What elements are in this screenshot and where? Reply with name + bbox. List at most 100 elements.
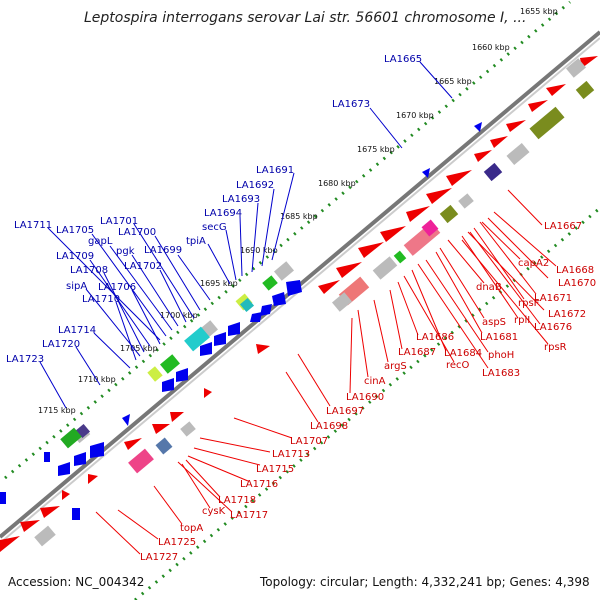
cog-box-gray[interactable] — [274, 261, 294, 281]
forward-gene-arrow[interactable] — [122, 414, 130, 426]
gene-label-LA1713[interactable]: LA1713 — [272, 449, 310, 460]
gene-label-LA1698[interactable]: LA1698 — [310, 421, 348, 432]
gene-label-LA1708[interactable]: LA1708 — [70, 265, 108, 276]
forward-gene-arrow[interactable] — [272, 292, 286, 306]
gene-label-LA1681[interactable]: LA1681 — [480, 332, 518, 343]
reverse-gene-arrow[interactable] — [546, 84, 566, 96]
gene-label-LA1668[interactable]: LA1668 — [556, 265, 594, 276]
forward-gene-arrow[interactable] — [214, 332, 226, 346]
gene-label-cinA[interactable]: cinA — [364, 376, 386, 387]
forward-gene-box[interactable] — [0, 492, 6, 504]
forward-gene-arrow[interactable] — [228, 322, 240, 336]
gene-label-rplI[interactable]: rplI — [514, 315, 530, 326]
cog-box-cyan[interactable] — [239, 297, 255, 313]
cog-box-green[interactable] — [60, 427, 82, 449]
gene-label-dnaB[interactable]: dnaB — [476, 282, 502, 293]
cog-box-gray[interactable] — [332, 292, 352, 312]
forward-gene-arrow[interactable] — [90, 442, 104, 458]
forward-gene-arrow[interactable] — [422, 168, 430, 178]
gene-label-sipA[interactable]: sipA — [66, 281, 87, 292]
reverse-gene-arrow[interactable] — [0, 536, 20, 552]
gene-label-LA1686[interactable]: LA1686 — [416, 332, 454, 343]
gene-label-LA1702[interactable]: LA1702 — [124, 261, 162, 272]
cog-box-magenta[interactable] — [421, 219, 439, 237]
reverse-gene-arrow[interactable] — [528, 100, 548, 112]
cog-box-pink[interactable] — [128, 448, 154, 474]
gene-label-aspS[interactable]: aspS — [482, 317, 506, 328]
forward-gene-box[interactable] — [44, 452, 50, 462]
gene-label-LA1723[interactable]: LA1723 — [6, 354, 44, 365]
reverse-gene-arrow[interactable] — [124, 438, 142, 450]
forward-gene-arrow[interactable] — [260, 304, 272, 316]
forward-gene-arrow[interactable] — [162, 378, 174, 392]
gene-label-LA1691[interactable]: LA1691 — [256, 165, 294, 176]
gene-label-phoH[interactable]: phoH — [488, 350, 514, 361]
gene-label-LA1716[interactable]: LA1716 — [240, 479, 278, 490]
cog-box-gray[interactable] — [180, 421, 196, 437]
cog-box-olive[interactable] — [575, 80, 595, 100]
cog-box-olive[interactable] — [529, 106, 565, 140]
gene-label-LA1720[interactable]: LA1720 — [42, 339, 80, 350]
reverse-gene-box[interactable] — [72, 508, 80, 520]
forward-gene-arrow[interactable] — [58, 462, 70, 476]
reverse-gene-arrow[interactable] — [170, 412, 184, 422]
gene-label-LA1667[interactable]: LA1667 — [544, 221, 582, 232]
gene-label-LA1701[interactable]: LA1701 — [100, 216, 138, 227]
gene-label-tpiA[interactable]: tpiA — [186, 236, 206, 247]
reverse-gene-arrow[interactable] — [506, 120, 526, 132]
reverse-gene-arrow[interactable] — [204, 388, 212, 398]
gene-label-LA1683[interactable]: LA1683 — [482, 368, 520, 379]
forward-gene-arrow[interactable] — [286, 280, 302, 296]
reverse-gene-arrow[interactable] — [490, 136, 508, 148]
gene-label-LA1699[interactable]: LA1699 — [144, 245, 182, 256]
gene-label-LA1705[interactable]: LA1705 — [56, 225, 94, 236]
cog-box-gray[interactable] — [506, 142, 530, 166]
gene-label-topA[interactable]: topA — [180, 523, 203, 534]
gene-label-LA1665[interactable]: LA1665 — [384, 54, 422, 65]
cog-box-olive[interactable] — [439, 204, 459, 224]
reverse-gene-arrow[interactable] — [88, 474, 98, 484]
reverse-gene-arrow[interactable] — [426, 188, 452, 204]
gene-label-cysK[interactable]: cysK — [202, 506, 226, 517]
gene-label-LA1711[interactable]: LA1711 — [14, 220, 52, 231]
reverse-gene-arrow[interactable] — [446, 170, 472, 186]
gene-label-LA1700[interactable]: LA1700 — [118, 227, 156, 238]
reverse-gene-arrow[interactable] — [256, 344, 270, 354]
gene-label-LA1676[interactable]: LA1676 — [534, 322, 572, 333]
reverse-gene-arrow[interactable] — [406, 206, 430, 222]
gene-label-LA1693[interactable]: LA1693 — [222, 194, 260, 205]
gene-label-LA1672[interactable]: LA1672 — [548, 309, 586, 320]
cog-box-cyan[interactable] — [184, 326, 210, 352]
cog-box-gray[interactable] — [372, 256, 398, 280]
forward-gene-arrow[interactable] — [200, 342, 212, 356]
cog-box-purple[interactable] — [483, 162, 503, 182]
gene-label-LA1709[interactable]: LA1709 — [56, 251, 94, 262]
reverse-gene-arrow[interactable] — [318, 280, 340, 294]
forward-gene-arrow[interactable] — [474, 122, 482, 132]
forward-gene-arrow[interactable] — [176, 368, 188, 382]
cog-box-green[interactable] — [160, 354, 180, 374]
forward-gene-arrow[interactable] — [74, 452, 86, 466]
cog-box-steel[interactable] — [155, 437, 173, 455]
gene-label-LA1694[interactable]: LA1694 — [204, 208, 242, 219]
gene-label-LA1727[interactable]: LA1727 — [140, 552, 178, 563]
gene-label-LA1707[interactable]: LA1707 — [290, 436, 328, 447]
reverse-gene-arrow[interactable] — [474, 150, 492, 162]
reverse-gene-arrow[interactable] — [358, 242, 384, 258]
gene-label-LA1725[interactable]: LA1725 — [158, 537, 196, 548]
reverse-gene-arrow[interactable] — [152, 424, 170, 434]
gene-label-pgk[interactable]: pgk — [116, 246, 135, 257]
gene-label-rpsF[interactable]: rpsF — [518, 298, 540, 309]
gene-label-LA1715[interactable]: LA1715 — [256, 464, 294, 475]
cog-box-gray[interactable] — [34, 525, 56, 547]
reverse-gene-arrow[interactable] — [580, 56, 598, 68]
reverse-gene-arrow[interactable] — [40, 506, 60, 518]
gene-label-LA1684[interactable]: LA1684 — [444, 348, 482, 359]
gene-label-LA1710[interactable]: LA1710 — [82, 294, 120, 305]
forward-gene-arrow[interactable] — [250, 312, 262, 322]
reverse-gene-arrow[interactable] — [336, 262, 362, 278]
gene-label-LA1690[interactable]: LA1690 — [346, 392, 384, 403]
gene-label-gapL[interactable]: gapL — [88, 236, 113, 247]
gene-label-LA1673[interactable]: LA1673 — [332, 99, 370, 110]
cog-box-green[interactable] — [262, 275, 278, 291]
